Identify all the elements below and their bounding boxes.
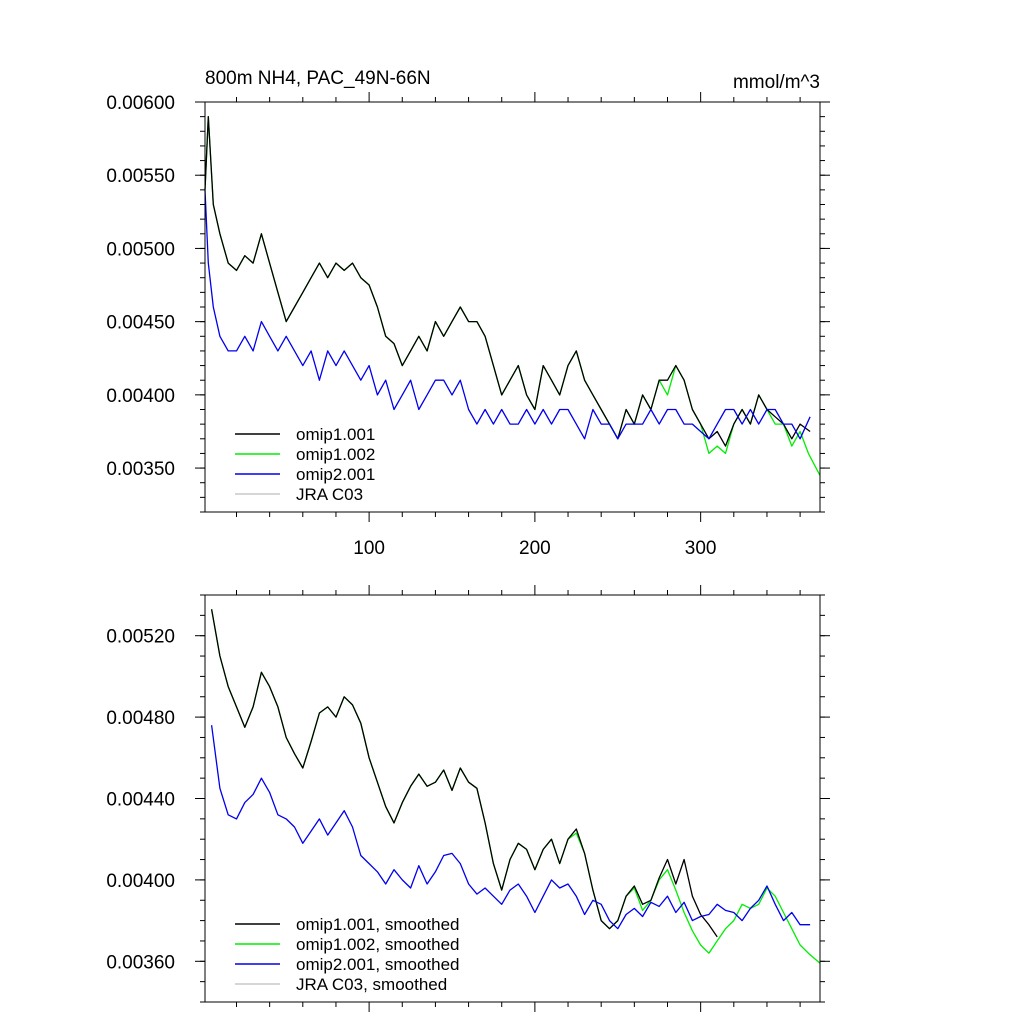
y-tick-label: 0.00350 <box>106 459 175 480</box>
legend-label: omip1.001 <box>296 425 375 444</box>
series-line-3 <box>210 725 811 930</box>
series-line-2 <box>210 609 821 964</box>
legend-label: omip1.002, smoothed <box>296 935 460 954</box>
top-panel: 100 200 300 0.00350 0.00400 0.00450 0.00500 0.0… <box>106 68 830 559</box>
series-line-1 <box>204 115 811 447</box>
y-tick-label: 0.00500 <box>106 239 175 260</box>
y-tick-label: 0.00450 <box>106 313 175 334</box>
series-lines <box>204 115 821 476</box>
x-tick-label: 300 <box>685 538 717 559</box>
bottom-panel: 0.00360 0.00400 0.00440 0.00480 0.00520 omip1… <box>106 585 830 1012</box>
legend-label: omip1.001, smoothed <box>296 915 460 934</box>
y-tick-label: 0.00480 <box>106 708 175 729</box>
legend-label: omip2.001, smoothed <box>296 955 460 974</box>
legend-label: JRA C03 <box>296 485 363 504</box>
series-line-2 <box>204 115 821 476</box>
legend-label: omip1.002 <box>296 445 375 464</box>
series-line-1 <box>210 609 718 938</box>
legend-label: omip2.001 <box>296 465 375 484</box>
series-line-3 <box>204 189 811 440</box>
x-tick-label: 100 <box>353 538 385 559</box>
chart-title: 800m NH4, PAC_49N-66N <box>205 68 431 89</box>
series-lines <box>210 609 821 964</box>
y-tick-label: 0.00400 <box>106 871 175 892</box>
y-tick-label: 0.00600 <box>106 93 175 114</box>
units-label: mmol/m^3 <box>733 72 820 93</box>
legend-label: JRA C03, smoothed <box>296 975 447 994</box>
y-tick-label: 0.00400 <box>106 386 175 407</box>
y-tick-label: 0.00360 <box>106 952 175 973</box>
x-tick-label: 200 <box>519 538 551 559</box>
y-tick-label: 0.00440 <box>106 790 175 811</box>
y-tick-label: 0.00520 <box>106 627 175 648</box>
y-tick-label: 0.00550 <box>106 166 175 187</box>
